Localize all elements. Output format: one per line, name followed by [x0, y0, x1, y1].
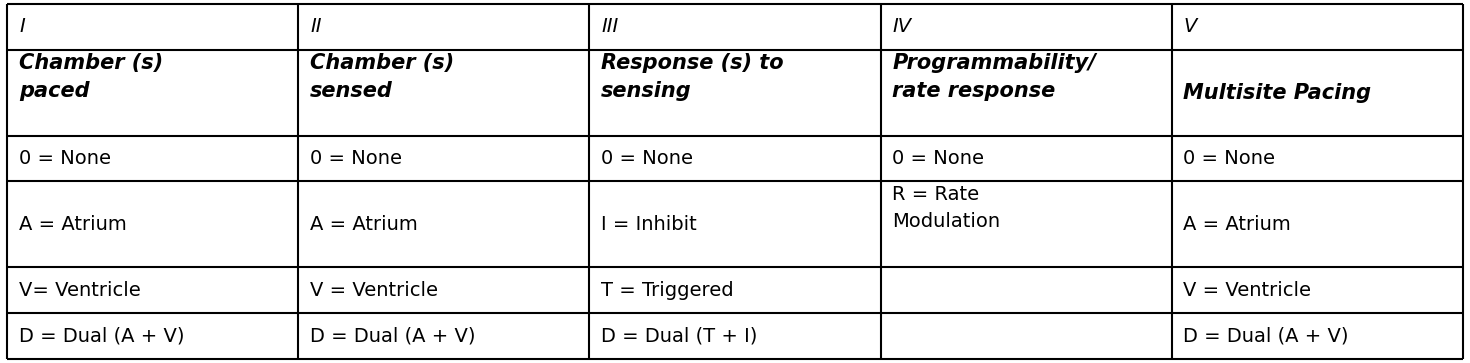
Text: D = Dual (A + V): D = Dual (A + V) [310, 327, 476, 346]
Text: III: III [601, 17, 619, 36]
Text: Response (s) to
sensing: Response (s) to sensing [601, 53, 784, 101]
Text: V = Ventricle: V = Ventricle [310, 281, 438, 300]
Text: Chamber (s)
sensed: Chamber (s) sensed [310, 53, 454, 101]
Text: D = Dual (A + V): D = Dual (A + V) [19, 327, 185, 346]
Text: D = Dual (A + V): D = Dual (A + V) [1183, 327, 1349, 346]
Text: D = Dual (T + I): D = Dual (T + I) [601, 327, 757, 346]
Text: A = Atrium: A = Atrium [19, 215, 126, 234]
Text: 0 = None: 0 = None [892, 149, 985, 168]
Text: A = Atrium: A = Atrium [310, 215, 417, 234]
Text: A = Atrium: A = Atrium [1183, 215, 1291, 234]
Text: V= Ventricle: V= Ventricle [19, 281, 141, 300]
Text: I = Inhibit: I = Inhibit [601, 215, 697, 234]
Text: IV: IV [892, 17, 911, 36]
Text: 0 = None: 0 = None [1183, 149, 1276, 168]
Text: 0 = None: 0 = None [19, 149, 112, 168]
Text: V = Ventricle: V = Ventricle [1183, 281, 1311, 300]
Text: 0 = None: 0 = None [601, 149, 694, 168]
Text: T = Triggered: T = Triggered [601, 281, 734, 300]
Text: V: V [1183, 17, 1197, 36]
Text: I: I [19, 17, 25, 36]
Text: R = Rate
Modulation: R = Rate Modulation [892, 185, 1001, 231]
Text: Chamber (s)
paced: Chamber (s) paced [19, 53, 163, 101]
Text: Multisite Pacing: Multisite Pacing [1183, 82, 1372, 103]
Text: 0 = None: 0 = None [310, 149, 403, 168]
Text: II: II [310, 17, 322, 36]
Text: Programmability/
rate response: Programmability/ rate response [892, 53, 1097, 101]
